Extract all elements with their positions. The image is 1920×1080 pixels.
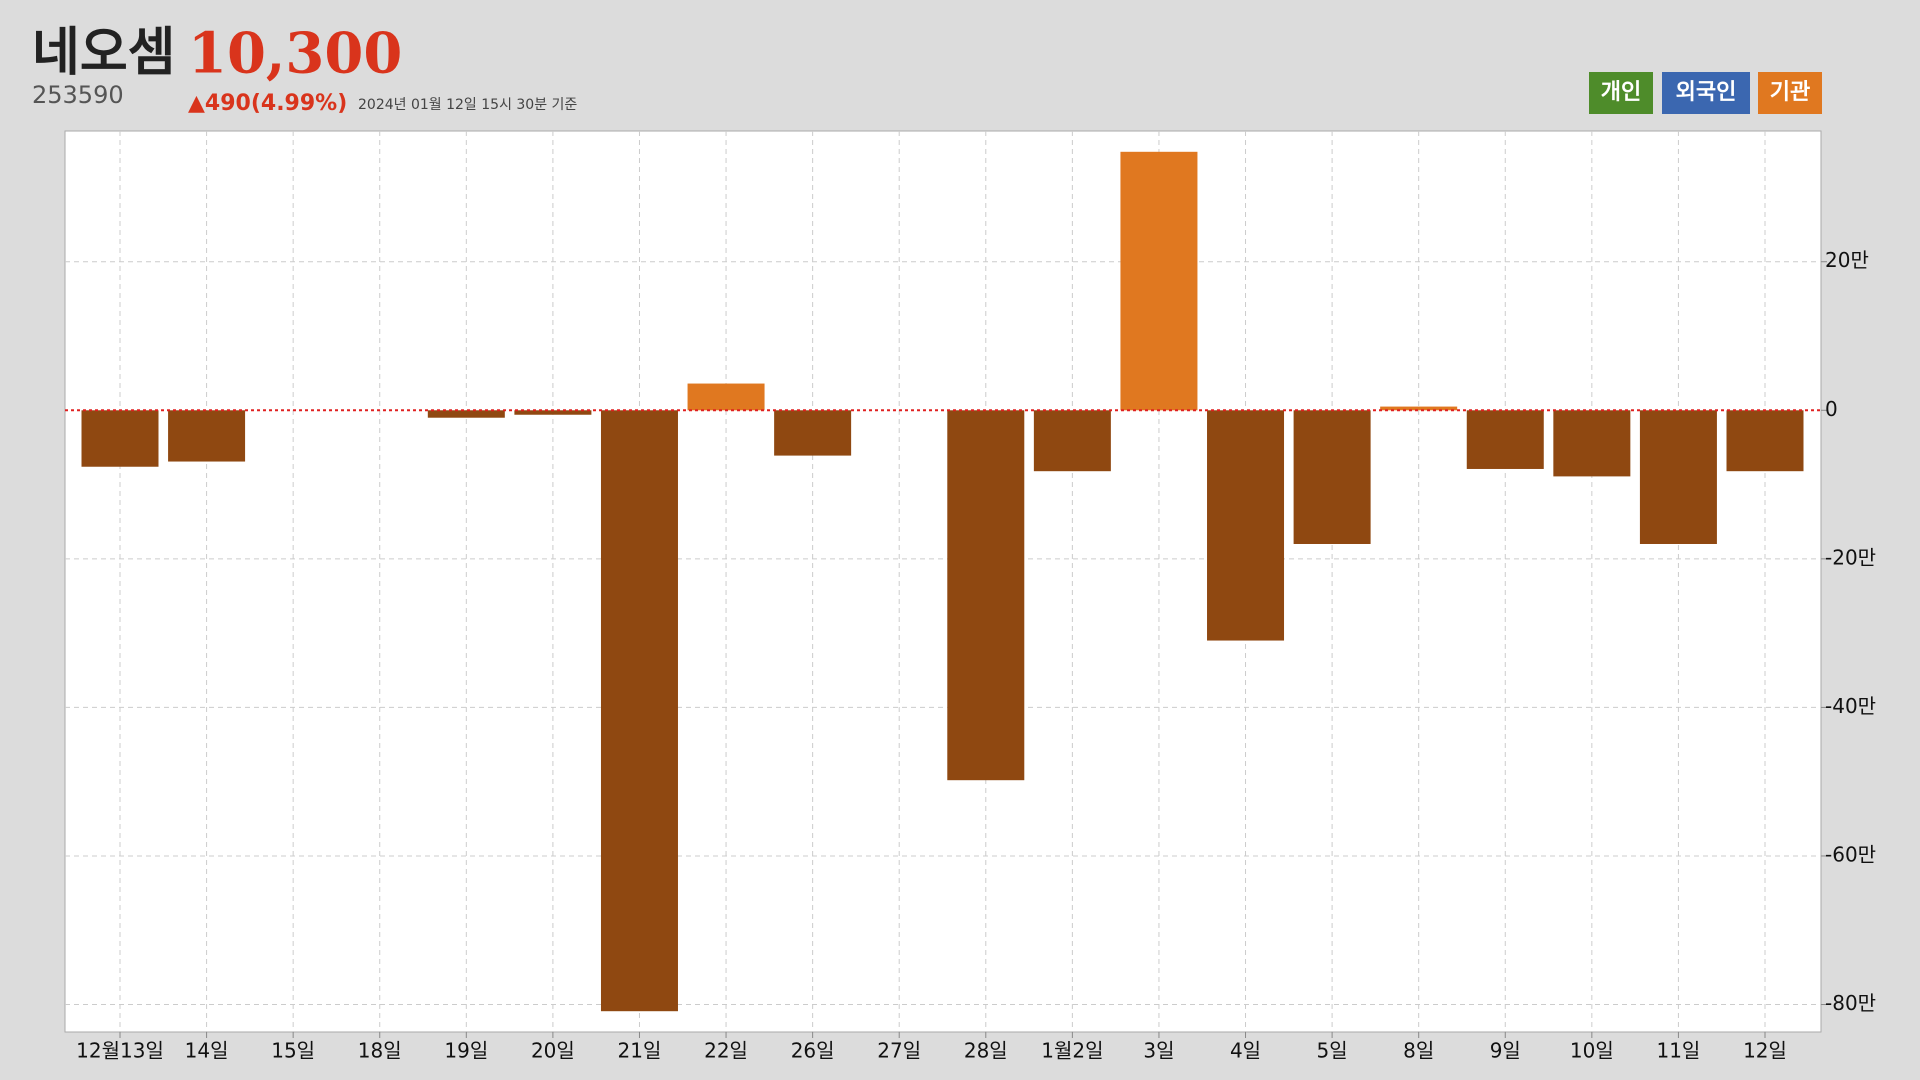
- bar: [1293, 410, 1371, 544]
- plot-area: [64, 130, 1822, 1033]
- x-tick-label: 10일: [1570, 1039, 1614, 1063]
- x-tick-label: 28일: [964, 1039, 1008, 1063]
- bar: [600, 410, 678, 1012]
- price: 10,300: [188, 21, 402, 87]
- bar: [168, 410, 246, 462]
- legend-button[interactable]: [1758, 72, 1822, 114]
- x-tick-label: 14일: [185, 1039, 229, 1063]
- x-tick-label: 20일: [531, 1039, 575, 1063]
- x-tick-label: 21일: [618, 1039, 662, 1063]
- x-tick-label: 11일: [1656, 1039, 1700, 1063]
- y-tick-label: 20만: [1825, 248, 1869, 272]
- legend-label[interactable]: 기관: [1770, 80, 1810, 105]
- x-tick-label: 26일: [791, 1039, 835, 1063]
- legend-button[interactable]: [1662, 72, 1750, 114]
- timestamp: 2024년 01월 12일 15시 30분 기준: [358, 97, 577, 113]
- bar: [774, 410, 852, 456]
- bar: [1120, 151, 1198, 411]
- legend-label[interactable]: 외국인: [1676, 80, 1737, 105]
- y-tick-label: -80만: [1825, 991, 1876, 1015]
- bar: [947, 410, 1025, 781]
- bar: [1466, 410, 1544, 469]
- x-tick-label: 12월13일: [76, 1039, 164, 1063]
- bar: [427, 410, 505, 418]
- bar: [1033, 410, 1111, 472]
- stock-code: 253590: [32, 81, 124, 109]
- bar: [1553, 410, 1631, 477]
- y-tick-label: -20만: [1825, 545, 1876, 569]
- y-tick-label: 0: [1825, 397, 1838, 421]
- legend-button[interactable]: [1589, 72, 1653, 114]
- y-tick-label: -40만: [1825, 694, 1876, 718]
- x-tick-label: 5일: [1317, 1039, 1348, 1063]
- x-tick-label: 15일: [271, 1039, 315, 1063]
- x-tick-label: 9일: [1490, 1039, 1521, 1063]
- x-tick-label: 18일: [358, 1039, 402, 1063]
- bar: [1380, 406, 1458, 411]
- x-tick-label: 12일: [1743, 1039, 1787, 1063]
- y-tick-label: -60만: [1825, 842, 1876, 866]
- x-tick-label: 4일: [1230, 1039, 1261, 1063]
- bar: [81, 410, 159, 467]
- x-tick-label: 22일: [704, 1039, 748, 1063]
- bar: [1639, 410, 1717, 544]
- x-tick-label: 27일: [877, 1039, 921, 1063]
- change: ▲490(4.99%): [188, 91, 347, 116]
- x-tick-label: 1월2일: [1041, 1039, 1103, 1063]
- x-tick-label: 8일: [1403, 1039, 1434, 1063]
- bar: [687, 383, 765, 411]
- x-tick-label: 3일: [1143, 1039, 1174, 1063]
- legend-label[interactable]: 개인: [1601, 80, 1641, 105]
- x-tick-label: 19일: [444, 1039, 488, 1063]
- bar: [1207, 410, 1285, 641]
- stock-name: 네오셈: [32, 23, 176, 83]
- bar: [514, 410, 592, 415]
- bar: [1726, 410, 1804, 472]
